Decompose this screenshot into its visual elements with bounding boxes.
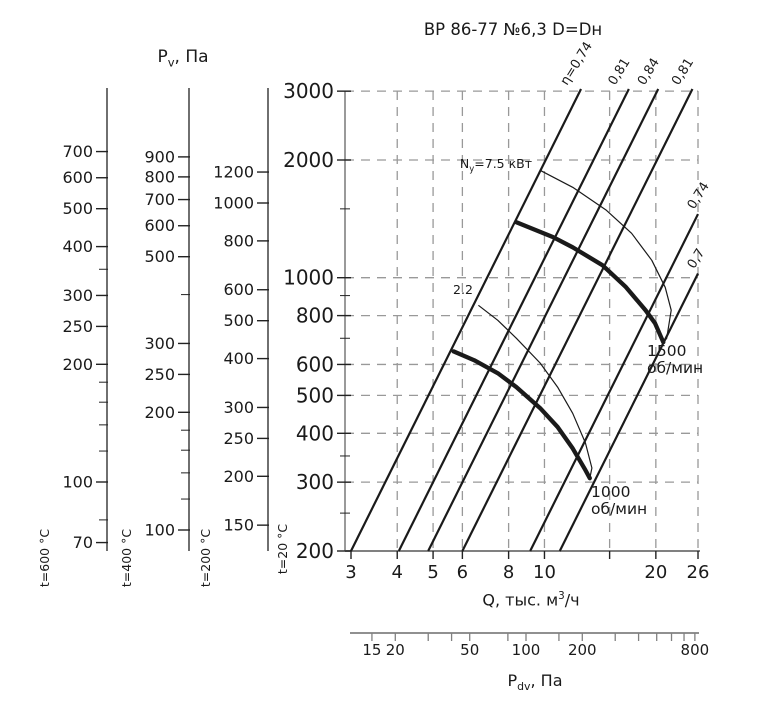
- aux-tick-label: 1200: [213, 163, 254, 182]
- x-tick-label: 8: [503, 562, 514, 583]
- aux-tick-label: 100: [62, 473, 93, 492]
- aux-tick-label: 500: [223, 311, 254, 330]
- aux-tick-label: 400: [223, 349, 254, 368]
- aux-tick-label: 300: [62, 286, 93, 305]
- aux-tick-label: 300: [144, 334, 175, 353]
- pdv-axis-title-pre: P: [507, 671, 518, 690]
- x-tick-label: 26: [687, 562, 710, 583]
- efficiency-line: [427, 88, 660, 552]
- aux-temperature-label: t=600 °C: [37, 529, 52, 587]
- rpm-label-1000: 1000 об/мин: [591, 484, 647, 518]
- y-tick-label: 2000: [283, 148, 334, 172]
- aux-tick-label: 600: [62, 168, 93, 187]
- aux-tick-label: 600: [223, 280, 254, 299]
- rpm-1000-value: 1000: [591, 483, 631, 501]
- aux-tick-label: 800: [144, 167, 175, 186]
- efficiency-line-label: 0,84: [635, 56, 663, 89]
- y-tick-label: 400: [296, 421, 334, 445]
- rpm-1500-unit: об/мин: [647, 359, 704, 377]
- efficiency-line: [558, 272, 699, 552]
- aux-tick-label: 150: [223, 516, 254, 535]
- pv-axis-title-post: , Па: [174, 47, 209, 67]
- pdv-tick-label: 15: [362, 641, 381, 659]
- x-tick-label: 6: [457, 562, 468, 583]
- power-curve-label-lower: 2.2: [453, 282, 473, 297]
- y-tick-label: 600: [296, 352, 334, 376]
- power-curve: [478, 304, 593, 479]
- power-upper-sub: у: [469, 164, 475, 175]
- y-tick-label: 1000: [283, 266, 334, 290]
- y-tick-label: 500: [296, 383, 334, 407]
- x-tick-label: 20: [644, 562, 667, 583]
- aux-temperature-label: t=200 °C: [198, 529, 213, 587]
- rpm-curve: [451, 349, 592, 481]
- x-tick-label: 10: [533, 562, 556, 583]
- aux-tick-label: 700: [144, 190, 175, 209]
- pv-axis-title-pre: P: [157, 47, 168, 67]
- pdv-axis-title: Pdv, Па: [445, 671, 625, 693]
- x-tick-label: 4: [392, 562, 403, 583]
- aux-tick-label: 1000: [213, 194, 254, 213]
- rpm-label-1500: 1500 об/мин: [647, 343, 703, 377]
- power-upper-pre: N: [459, 156, 470, 171]
- efficiency-line: [461, 88, 694, 552]
- chart-title: ВР 86-77 №6,3 D=Dн: [423, 20, 603, 39]
- aux-tick-label: 400: [62, 237, 93, 256]
- rpm-curve: [514, 220, 666, 345]
- q-axis-title-sup: 3: [558, 590, 565, 602]
- aux-tick-label: 800: [223, 231, 254, 250]
- pdv-tick-label: 200: [568, 641, 597, 659]
- efficiency-line-label: η=0,74: [558, 39, 596, 88]
- x-tick-label: 5: [427, 562, 438, 583]
- power-curve-label-upper: Nу=7.5 кВт: [412, 156, 532, 178]
- rpm-1500-value: 1500: [647, 342, 687, 360]
- aux-tick-label: 200: [223, 467, 254, 486]
- t20-axis-label: t=20 °C: [275, 524, 290, 575]
- y-tick-label: 800: [296, 304, 334, 328]
- aux-tick-label: 250: [223, 429, 254, 448]
- aux-tick-label: 500: [144, 247, 175, 266]
- efficiency-line-label: 0,74: [685, 180, 713, 213]
- aux-tick-label: 700: [62, 142, 93, 161]
- pdv-tick-label: 20: [386, 641, 405, 659]
- q-axis-title-post: /ч: [564, 590, 580, 610]
- aux-tick-label: 100: [144, 521, 175, 540]
- pv-axis-title-sub: v: [167, 55, 175, 70]
- power-curve: [539, 169, 672, 343]
- efficiency-line-label: 0,81: [669, 56, 697, 89]
- aux-tick-label: 600: [144, 216, 175, 235]
- aux-tick-label: 900: [144, 147, 175, 166]
- x-tick-label: 3: [345, 562, 356, 583]
- power-upper-post: =7.5 кВт: [474, 156, 532, 171]
- efficiency-line: [529, 213, 699, 552]
- y-tick-label: 200: [296, 539, 334, 563]
- pdv-axis-title-sub: dv: [517, 680, 531, 694]
- efficiency-line: [397, 88, 630, 552]
- aux-tick-label: 70: [73, 533, 93, 552]
- efficiency-line-label: 0,81: [606, 56, 634, 89]
- aux-temperature-label: t=400 °C: [119, 529, 134, 587]
- q-axis-title: Q, тыс. м3/ч: [441, 590, 621, 609]
- pdv-axis-title-post: , Па: [530, 671, 563, 690]
- rpm-1000-unit: об/мин: [591, 500, 648, 518]
- aux-tick-label: 200: [144, 403, 175, 422]
- pdv-tick-label: 100: [512, 641, 541, 659]
- aux-tick-label: 500: [62, 199, 93, 218]
- aux-tick-label: 300: [223, 398, 254, 417]
- efficiency-line-label: 0,7: [685, 246, 709, 271]
- y-tick-label: 300: [296, 470, 334, 494]
- efficiency-line: [350, 88, 583, 552]
- q-axis-title-pre: Q, тыс. м: [482, 590, 559, 610]
- pdv-tick-label: 800: [681, 641, 710, 659]
- aux-tick-label: 250: [62, 317, 93, 336]
- pdv-tick-label: 50: [460, 641, 479, 659]
- aux-tick-label: 250: [144, 365, 175, 384]
- pv-axis-title: Pv, Па: [123, 47, 243, 69]
- y-tick-label: 3000: [283, 79, 334, 103]
- aux-tick-label: 200: [62, 355, 93, 374]
